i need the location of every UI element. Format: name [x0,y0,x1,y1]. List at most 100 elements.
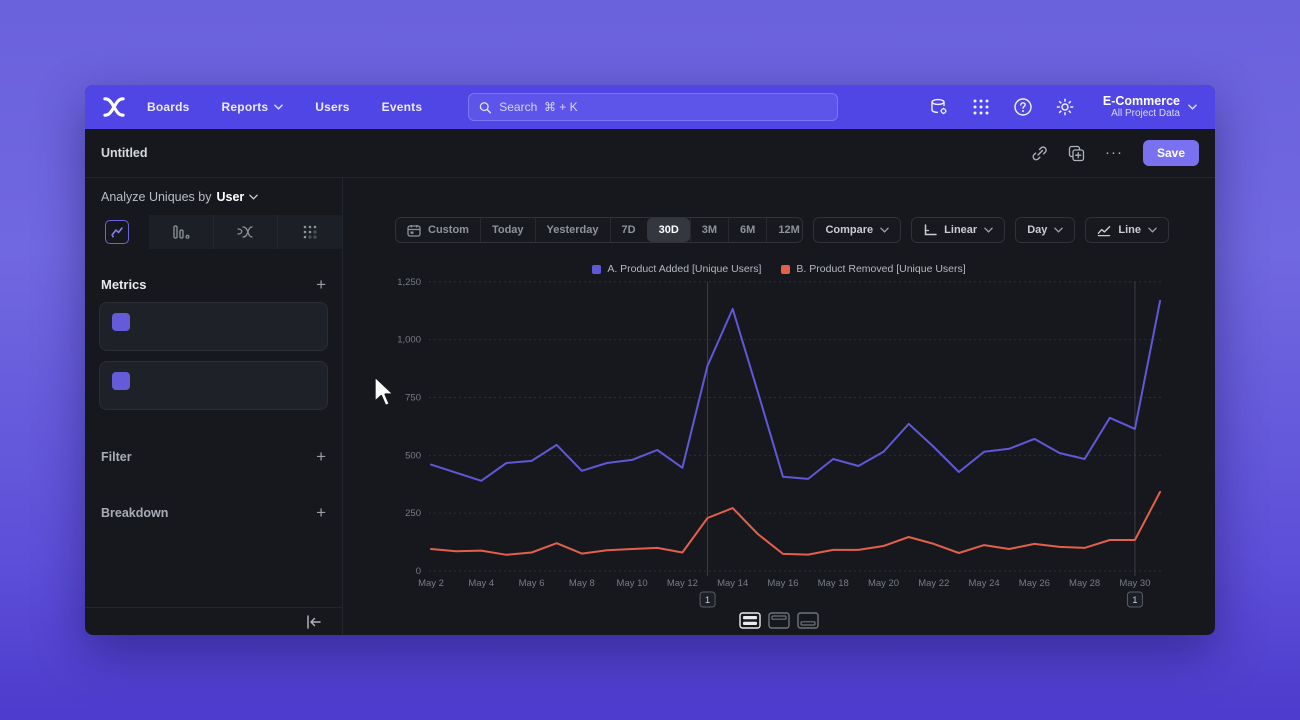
legend-item-1[interactable]: B. Product Removed [Unique Users] [781,263,966,275]
metrics-section-header: Metrics + [85,274,342,294]
legend-item-0[interactable]: A. Product Added [Unique Users] [592,263,761,275]
metric-card-a[interactable] [99,302,328,351]
tab-flows[interactable] [212,215,278,249]
chevron-down-icon [880,227,889,233]
x-tick-label: May 14 [717,578,748,589]
tab-retention[interactable] [277,215,342,249]
metric-card-b[interactable] [99,361,328,410]
add-metric-button[interactable]: + [316,274,326,294]
report-bar: Untitled ··· Save [85,129,1215,178]
interval-dropdown[interactable]: Day [1015,217,1076,243]
range-12m[interactable]: 12M [766,218,802,242]
nav-item-users[interactable]: Users [315,100,349,114]
annotation-badge[interactable] [1126,591,1143,608]
filter-section-header: Filter + [85,447,342,466]
range-label: Today [491,224,524,236]
range-7d[interactable]: 7D [609,218,647,242]
help-icon[interactable] [1013,97,1033,117]
nav-menu: Boards Reports Users Events [147,100,454,114]
top-nav: Boards Reports Users Events [85,85,1215,129]
analyze-entity-dropdown[interactable]: User [216,189,259,204]
range-today[interactable]: Today [479,218,535,242]
range-30d[interactable]: 30D [646,218,690,242]
range-custom[interactable]: Custom [396,218,480,242]
interval-label: Day [1027,224,1048,236]
layout-table-only-toggle[interactable] [797,612,819,629]
legend-label: A. Product Added [Unique Users] [607,263,762,275]
analyze-label: Analyze Uniques by [101,189,212,204]
range-yesterday[interactable]: Yesterday [534,218,610,242]
chart-type-label: Line [1118,224,1141,236]
x-tick-label: May 30 [1119,578,1150,589]
more-icon[interactable]: ··· [1104,144,1123,161]
x-tick-label: May 26 [1019,578,1050,589]
project-selector[interactable]: E-Commerce All Project Data [1103,94,1197,120]
y-tick-label: 0 [416,566,421,577]
y-tick-label: 500 [405,450,421,461]
annotation-badge-label: 1 [705,595,710,606]
breakdown-section-header: Breakdown + [85,503,342,522]
bar-chart-icon [172,225,190,239]
chevron-down-icon [1188,104,1197,110]
apps-grid-icon[interactable] [971,97,991,117]
chart-legend: A. Product Added [Unique Users] B. Produc… [343,263,1215,275]
layout-chart-table-toggle[interactable] [739,612,761,629]
nav-item-label: Reports [221,100,269,114]
chart-panel: Custom Today Yesterday 7D 30D 3M 6M 12M Compare… [343,178,1215,635]
collapse-sidebar-button[interactable] [306,614,322,629]
chart-type-dropdown[interactable]: Line [1085,217,1169,243]
x-tick-label: May 16 [767,578,798,589]
x-tick-label: May 18 [818,578,849,589]
range-6m[interactable]: 6M [728,218,766,242]
nav-item-boards[interactable]: Boards [147,100,190,114]
analyze-entity-value: User [216,189,245,204]
compare-label: Compare [825,224,874,236]
x-tick-label: May 12 [667,578,698,589]
chevron-down-icon [274,104,284,110]
series-line[interactable] [430,299,1162,482]
mixpanel-logo[interactable] [103,97,125,117]
project-name: E-Commerce [1102,94,1180,108]
range-label: 12M [778,224,800,236]
x-tick-label: May 4 [468,578,494,589]
filter-header: Filter [101,450,132,464]
tab-insights[interactable] [85,215,149,249]
search-icon [479,101,492,113]
data-management-icon[interactable] [929,97,949,117]
save-button[interactable]: Save [1142,140,1199,166]
breakdown-header: Breakdown [101,506,169,520]
nav-item-events[interactable]: Events [382,100,423,114]
scale-dropdown[interactable]: Linear [911,217,1006,243]
y-tick-label: 1,000 [397,335,421,346]
insights-chart-icon [104,220,129,244]
mouse-cursor [373,375,395,407]
compare-button[interactable]: Compare [813,217,902,243]
legend-swatch [781,264,791,274]
search-input[interactable] [499,100,827,114]
x-tick-label: May 8 [569,578,595,589]
tab-funnels[interactable] [148,215,213,249]
series-line[interactable] [430,490,1162,556]
x-tick-label: May 2 [418,578,444,589]
add-filter-button[interactable]: + [316,447,326,466]
y-tick-label: 750 [405,392,421,403]
duplicate-icon[interactable] [1068,145,1085,162]
metric-badge [112,313,130,331]
range-label: 3M [701,224,718,236]
nav-item-label: Boards [147,100,190,114]
layout-chart-only-toggle[interactable] [768,612,790,629]
range-3m[interactable]: 3M [689,218,728,242]
gear-icon[interactable] [1055,97,1075,117]
line-chart-icon [1098,225,1111,236]
line-chart[interactable]: 0 250 500 750 1,000 1,250 May 2 May 4 May 6 May 8… [390,272,1180,612]
report-title[interactable]: Untitled [101,146,148,160]
nav-item-reports[interactable]: Reports [222,100,284,114]
add-breakdown-button[interactable]: + [316,503,326,522]
x-tick-label: May 6 [519,578,545,589]
layout-toggles [343,612,1215,629]
x-tick-label: May 22 [918,578,949,589]
annotation-badge[interactable] [699,591,716,608]
range-label: 7D [621,224,636,236]
search-bar[interactable] [468,93,838,121]
link-icon[interactable] [1031,145,1048,162]
